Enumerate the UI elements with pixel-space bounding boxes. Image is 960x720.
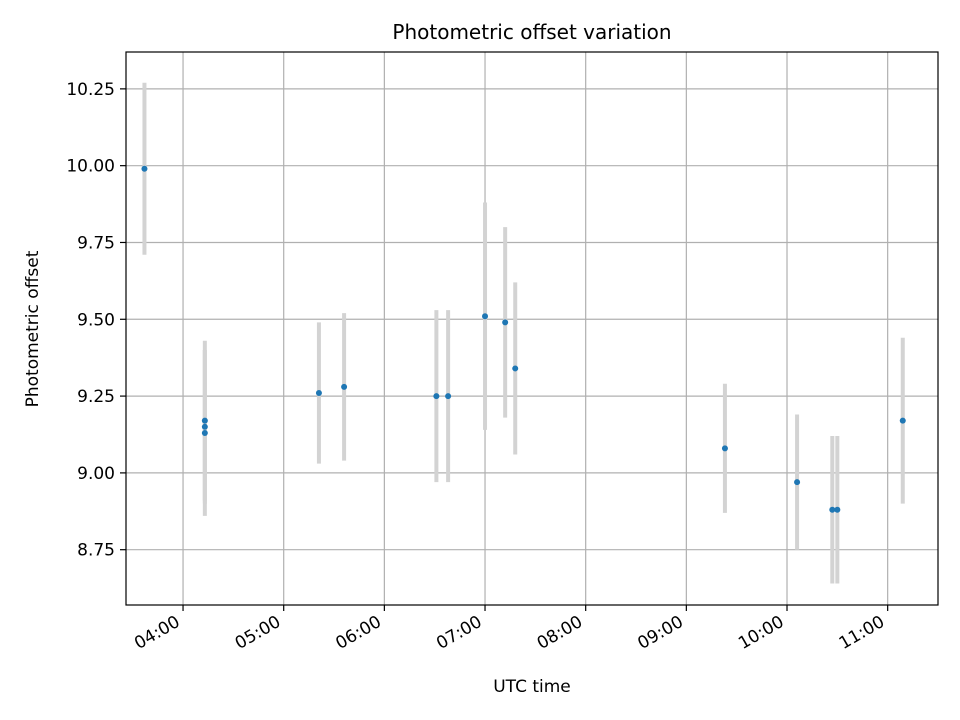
y-axis-ticks: 8.75 9.00 9.25 9.50 9.75 10.00 10.25 [66, 80, 126, 561]
chart-title: Photometric offset variation [392, 20, 671, 44]
x-tick-label: 09:00 [634, 612, 686, 654]
error-bars [142, 82, 905, 584]
data-point [141, 165, 148, 172]
data-point [512, 365, 519, 372]
data-point [721, 445, 728, 452]
data-point [201, 423, 208, 430]
x-axis-ticks: 04:00 05:00 06:00 07:00 08:00 09:00 10:00 11:00 [131, 605, 889, 654]
x-axis-label: UTC time [493, 677, 571, 697]
x-tick-label: 05:00 [232, 612, 284, 654]
data-point [341, 383, 348, 390]
y-tick-label: 9.25 [77, 387, 115, 407]
x-tick-label: 08:00 [534, 612, 586, 654]
data-point [315, 390, 322, 397]
y-axis-label: Photometric offset [23, 250, 43, 407]
data-point [829, 506, 836, 513]
data-point [201, 417, 208, 424]
data-points [141, 165, 906, 513]
x-tick-label: 04:00 [131, 612, 183, 654]
data-point [834, 506, 841, 513]
x-tick-label: 10:00 [735, 612, 787, 654]
data-point [482, 313, 489, 320]
y-tick-label: 9.00 [77, 464, 115, 484]
grid-lines [126, 52, 938, 605]
y-tick-label: 9.75 [77, 233, 115, 253]
data-point [502, 319, 509, 326]
y-tick-label: 9.50 [77, 310, 115, 330]
y-tick-label: 8.75 [77, 541, 115, 561]
y-tick-label: 10.25 [66, 80, 115, 100]
data-point [201, 429, 208, 436]
data-point [794, 479, 801, 486]
data-point [433, 393, 440, 400]
x-tick-label: 11:00 [836, 612, 888, 654]
y-tick-label: 10.00 [66, 157, 115, 177]
x-tick-label: 06:00 [332, 612, 384, 654]
x-tick-label: 07:00 [433, 612, 485, 654]
plot-area-frame [125, 51, 939, 606]
data-point [899, 417, 906, 424]
data-point [445, 393, 452, 400]
